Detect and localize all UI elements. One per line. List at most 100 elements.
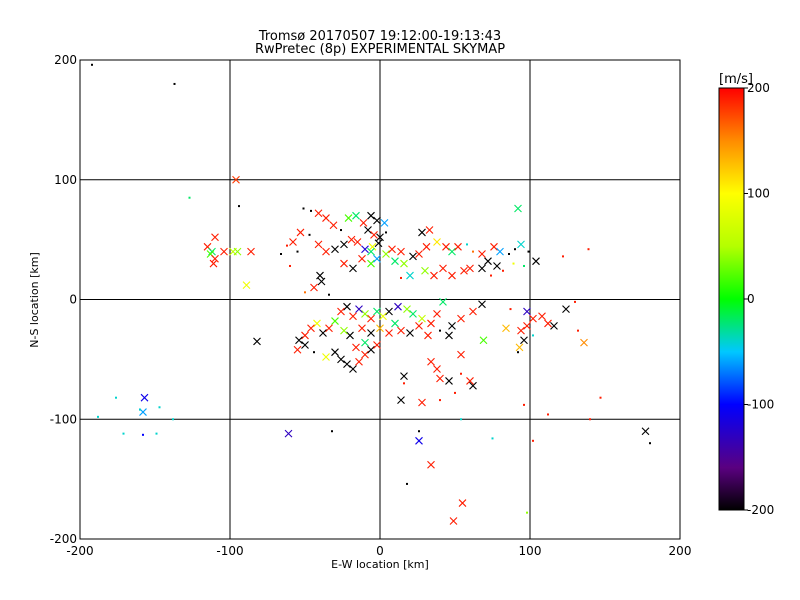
data-point-x (439, 264, 447, 273)
data-point-x (436, 374, 444, 383)
data-point-dot (649, 442, 651, 445)
data-point-x (295, 336, 303, 345)
data-point-x (466, 264, 474, 273)
data-point-x (523, 307, 531, 316)
colorbar (718, 87, 745, 511)
data-point-x (314, 240, 323, 249)
data-point-x (373, 216, 381, 225)
data-point-dot (403, 382, 405, 385)
data-point-x (397, 396, 405, 404)
data-point-dot (406, 482, 408, 485)
data-point-x (520, 336, 528, 345)
data-point-x (415, 250, 423, 258)
data-point-x (349, 264, 357, 273)
data-point-x (349, 312, 357, 321)
data-point-x (322, 214, 330, 222)
data-point-dot (587, 248, 590, 251)
data-point-x (370, 230, 378, 239)
data-point-dot (490, 274, 492, 277)
data-point-x (349, 365, 357, 373)
data-point-x (439, 298, 447, 306)
data-point-dot (508, 252, 510, 255)
data-point-x (367, 211, 375, 220)
colorbar-tick-label: -100 (747, 398, 774, 412)
data-point-dot (439, 399, 441, 402)
data-point-x (220, 247, 228, 256)
data-point-x (343, 302, 351, 311)
y-tick-label: 100 (54, 173, 77, 187)
data-point-x (479, 336, 488, 345)
data-point-dot (296, 250, 299, 253)
data-point-x (514, 204, 522, 213)
data-point-x (478, 264, 486, 273)
data-point-x (538, 312, 546, 321)
data-point-x (400, 259, 408, 268)
data-point-x (346, 331, 354, 340)
data-point-x (211, 254, 219, 263)
data-point-x (367, 259, 375, 268)
data-point-x (322, 353, 330, 361)
data-point-x (418, 228, 426, 237)
data-point-x (406, 329, 414, 337)
colorbar-tick-label: 200 (747, 81, 770, 95)
data-point-x (409, 252, 417, 261)
data-point-x (337, 355, 345, 364)
data-point-x (361, 309, 369, 318)
data-point-x (418, 314, 426, 323)
data-point-x (427, 357, 435, 366)
data-point-x (445, 377, 453, 385)
data-point-x (293, 345, 302, 354)
data-point-x (373, 254, 381, 263)
data-point-x (544, 319, 552, 328)
data-point-dot (589, 418, 591, 421)
data-point-dot (340, 229, 342, 232)
data-point-x (517, 326, 525, 335)
data-point-x (233, 247, 242, 256)
data-point-x (403, 305, 411, 313)
data-point-x (457, 314, 465, 323)
data-point-dot (385, 231, 387, 234)
chart-subtitle: RwPretec (8p) EXPERIMENTAL SKYMAP (255, 42, 505, 57)
data-point-dot (158, 406, 161, 409)
data-point-x (373, 307, 381, 316)
data-point-dot (328, 293, 330, 296)
data-point-x (430, 271, 438, 280)
data-point-dot (514, 248, 516, 251)
data-point-x (457, 350, 465, 359)
data-point-x (319, 329, 327, 337)
data-point-dot (523, 264, 525, 267)
data-point-x (340, 240, 348, 249)
data-point-dot (97, 415, 99, 418)
data-point-x (388, 245, 396, 254)
data-point-x (337, 307, 345, 316)
data-point-x (313, 319, 321, 328)
data-point-dot (172, 418, 174, 421)
data-point-x (359, 218, 368, 227)
data-point-x (340, 259, 348, 268)
data-point-x (289, 238, 297, 246)
data-point-x (424, 331, 432, 340)
data-point-dot (472, 250, 474, 253)
data-point-x (367, 345, 375, 354)
data-point-x (550, 321, 558, 330)
x-axis-label: E-W location [km] (331, 558, 429, 571)
data-point-dot (155, 432, 158, 435)
grid-lines (80, 60, 680, 539)
data-point-x (367, 329, 375, 337)
data-point-dot (532, 439, 534, 442)
data-point-x (502, 324, 510, 333)
data-point-x (382, 250, 390, 258)
data-point-x (316, 271, 324, 280)
data-point-dot (599, 396, 602, 399)
data-point-x (421, 266, 429, 275)
data-point-dot (289, 264, 291, 267)
data-point-x (325, 324, 333, 333)
data-point-dot (517, 351, 519, 354)
data-point-x (314, 209, 323, 218)
data-point-x (331, 245, 339, 254)
y-tick-label: -100 (50, 412, 77, 426)
data-point-x (391, 257, 399, 266)
data-point-dot (527, 250, 530, 253)
data-point-x (361, 338, 369, 347)
